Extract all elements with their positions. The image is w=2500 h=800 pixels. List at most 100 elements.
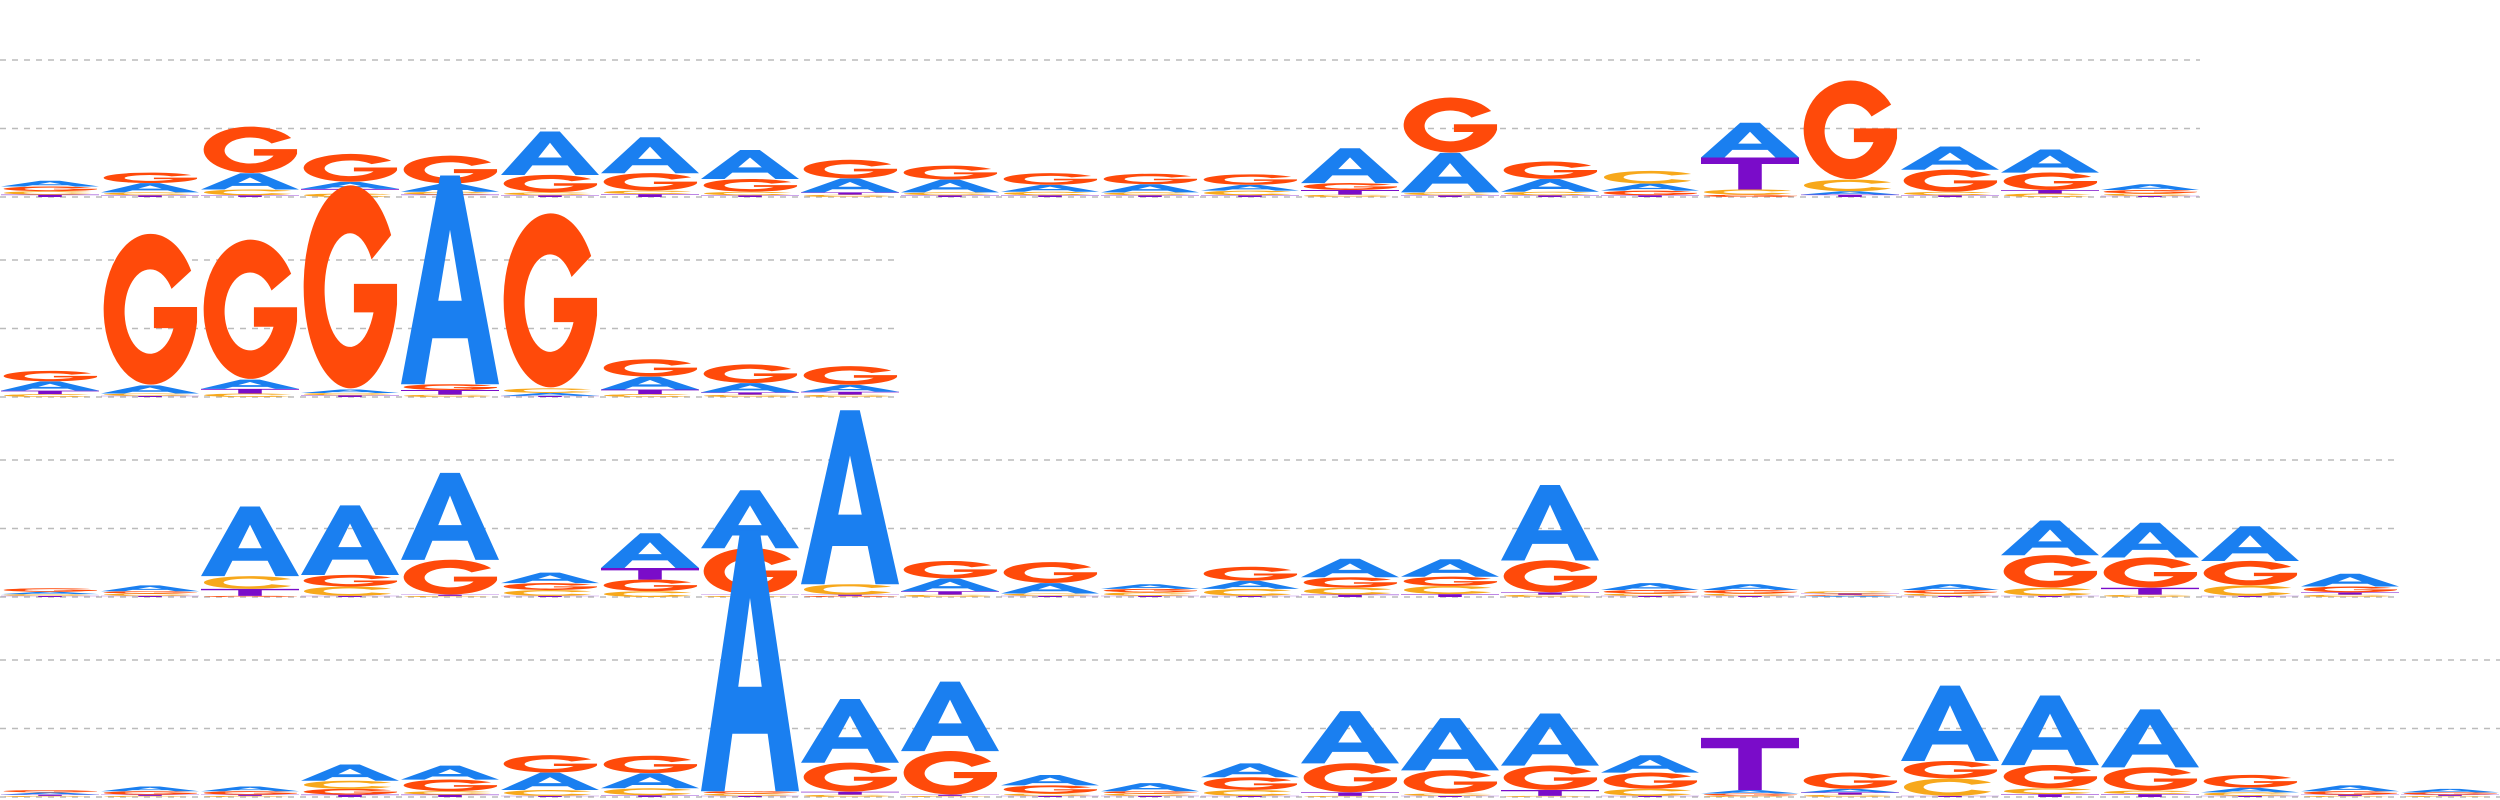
- glyph-t: [1501, 790, 1599, 796]
- glyph-t: [301, 595, 399, 597]
- glyph-t: [1301, 594, 1399, 597]
- glyph-c: [2403, 795, 2492, 797]
- glyph-t: [2201, 795, 2299, 797]
- glyph-g: [2003, 764, 2098, 789]
- glyph-t: [2401, 794, 2499, 796]
- glyph-a: [301, 389, 399, 393]
- glyph-g: [2203, 560, 2298, 586]
- glyph-t: [901, 794, 999, 796]
- glyph-g: [703, 364, 798, 383]
- glyph-a: [601, 773, 699, 789]
- glyph-g: [1603, 590, 1698, 594]
- glyph-g: [1403, 770, 1498, 794]
- glyph-c: [303, 586, 392, 596]
- glyph-t: [501, 395, 599, 397]
- glyph-c: [1703, 795, 1792, 797]
- glyph-g: [1703, 590, 1798, 594]
- glyph-g: [103, 172, 198, 184]
- glyph-a: [801, 410, 899, 585]
- glyph-c: [1803, 591, 1892, 594]
- glyph-c: [403, 191, 492, 195]
- glyph-t: [1801, 593, 1899, 595]
- glyph-g: [1003, 173, 1098, 185]
- glyph-t: [1801, 194, 1899, 197]
- glyph-c: [2303, 795, 2392, 797]
- glyph-g: [403, 155, 498, 184]
- glyph-a: [901, 179, 999, 193]
- glyph-g: [1403, 97, 1498, 153]
- glyph-c: [503, 192, 592, 196]
- glyph-t: [601, 568, 699, 580]
- glyph-g: [1403, 576, 1498, 586]
- glyph-c: [1803, 794, 1892, 797]
- glyph-c: [1103, 192, 1192, 196]
- glyph-a: [1101, 584, 1199, 589]
- glyph-a: [1301, 148, 1399, 184]
- glyph-a: [401, 175, 499, 385]
- glyph-t: [901, 195, 999, 197]
- glyph-a: [601, 137, 699, 174]
- glyph-c: [2003, 788, 2092, 795]
- glyph-g: [903, 560, 998, 579]
- glyph-c: [3, 191, 92, 195]
- glyph-t: [801, 594, 899, 596]
- glyph-t: [301, 794, 399, 797]
- glyph-t: [701, 195, 799, 197]
- glyph-a: [1701, 122, 1799, 158]
- glyph-c: [1303, 587, 1392, 595]
- glyph-a: [1, 591, 99, 595]
- glyph-t: [601, 795, 699, 797]
- glyph-c: [903, 192, 992, 196]
- glyph-g: [1703, 194, 1798, 197]
- glyph-t: [1001, 795, 1099, 797]
- glyph-a: [601, 376, 699, 390]
- glyph-g: [803, 366, 898, 385]
- glyph-c: [1103, 592, 1192, 596]
- glyph-a: [1201, 184, 1299, 191]
- glyph-g: [803, 595, 898, 597]
- glyph-c: [1703, 189, 1792, 195]
- glyph-a: [701, 150, 799, 180]
- glyph-t: [1901, 595, 1999, 597]
- glyph-c: [2103, 594, 2192, 597]
- glyph-g: [1803, 772, 1898, 789]
- glyph-a: [901, 681, 999, 752]
- glyph-g: [1803, 594, 1898, 596]
- glyph-c: [403, 595, 492, 597]
- glyph-a: [801, 698, 899, 763]
- glyph-t: [1001, 595, 1099, 597]
- glyph-t: [501, 195, 599, 197]
- glyph-c: [703, 793, 792, 796]
- glyph-a: [1901, 685, 1999, 762]
- glyph-t: [1, 794, 99, 796]
- glyph-c: [1403, 793, 1492, 796]
- glyph-a: [1901, 146, 1999, 170]
- glyph-c: [103, 192, 192, 196]
- glyph-c: [1003, 593, 1092, 596]
- glyph-a: [1201, 580, 1299, 589]
- glyph-g: [403, 384, 498, 391]
- glyph-c: [103, 593, 192, 596]
- glyph-c: [1403, 192, 1492, 196]
- glyph-t: [1401, 795, 1499, 797]
- glyph-t: [2001, 794, 2099, 797]
- glyph-g: [503, 174, 598, 193]
- glyph-g: [2103, 767, 2198, 791]
- glyph-g: [1103, 791, 1198, 794]
- glyph-a: [1, 381, 99, 391]
- glyph-g: [2203, 774, 2298, 788]
- glyph-t: [1, 194, 99, 197]
- glyph-t: [1701, 157, 1799, 190]
- glyph-a: [1101, 783, 1199, 792]
- glyph-a: [2301, 573, 2399, 587]
- glyph-a: [301, 505, 399, 575]
- glyph-a: [1701, 584, 1799, 591]
- glyph-c: [703, 394, 792, 397]
- glyph-g: [803, 159, 898, 179]
- glyph-g: [303, 574, 398, 587]
- glyph-t: [1701, 737, 1799, 791]
- glyph-c: [1603, 788, 1692, 796]
- glyph-t: [401, 390, 499, 395]
- glyph-a: [1401, 152, 1499, 193]
- glyph-a: [701, 530, 799, 792]
